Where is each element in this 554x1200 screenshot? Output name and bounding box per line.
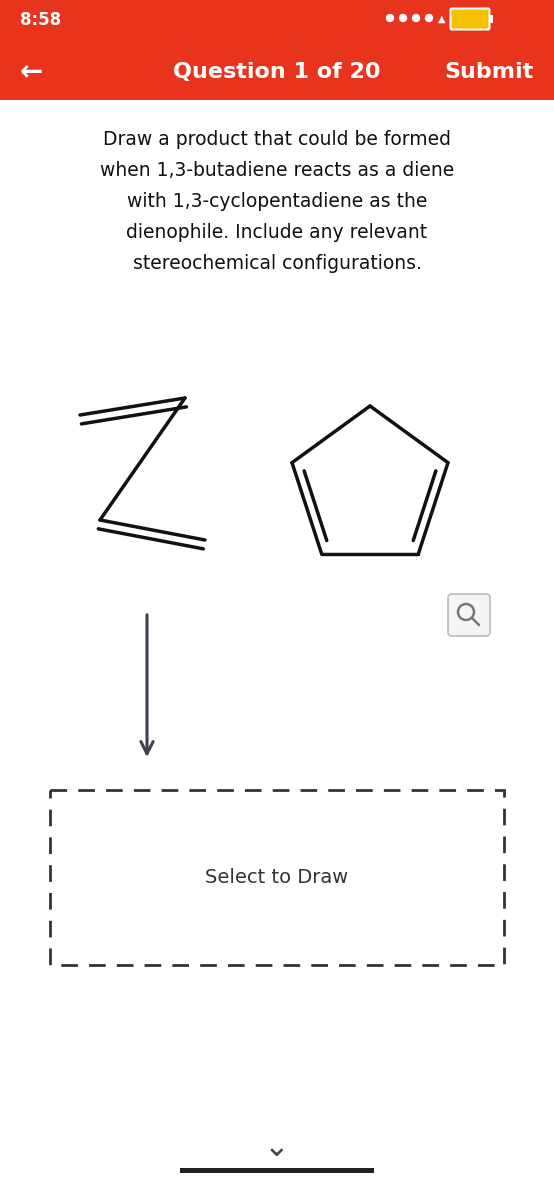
Circle shape	[399, 14, 407, 22]
Text: Question 1 of 20: Question 1 of 20	[173, 62, 381, 82]
Circle shape	[387, 14, 393, 22]
Text: 8:58: 8:58	[20, 11, 61, 29]
Text: Draw a product that could be formed: Draw a product that could be formed	[103, 130, 451, 149]
Circle shape	[413, 14, 419, 22]
Text: ⌄: ⌄	[264, 1134, 290, 1163]
FancyBboxPatch shape	[448, 594, 490, 636]
Circle shape	[425, 14, 433, 22]
Bar	[0, 0, 554, 100]
Text: stereochemical configurations.: stereochemical configurations.	[132, 254, 422, 272]
Text: Submit: Submit	[445, 62, 534, 82]
Bar	[490, 14, 493, 23]
FancyBboxPatch shape	[450, 8, 490, 30]
Bar	[50, 790, 504, 965]
Text: Select to Draw: Select to Draw	[206, 868, 348, 887]
Text: ▲: ▲	[438, 14, 446, 24]
Text: ←: ←	[20, 58, 43, 86]
Text: with 1,3-cyclopentadiene as the: with 1,3-cyclopentadiene as the	[127, 192, 427, 211]
Bar	[180, 1168, 374, 1174]
Text: when 1,3-butadiene reacts as a diene: when 1,3-butadiene reacts as a diene	[100, 161, 454, 180]
Text: dienophile. Include any relevant: dienophile. Include any relevant	[126, 223, 428, 242]
